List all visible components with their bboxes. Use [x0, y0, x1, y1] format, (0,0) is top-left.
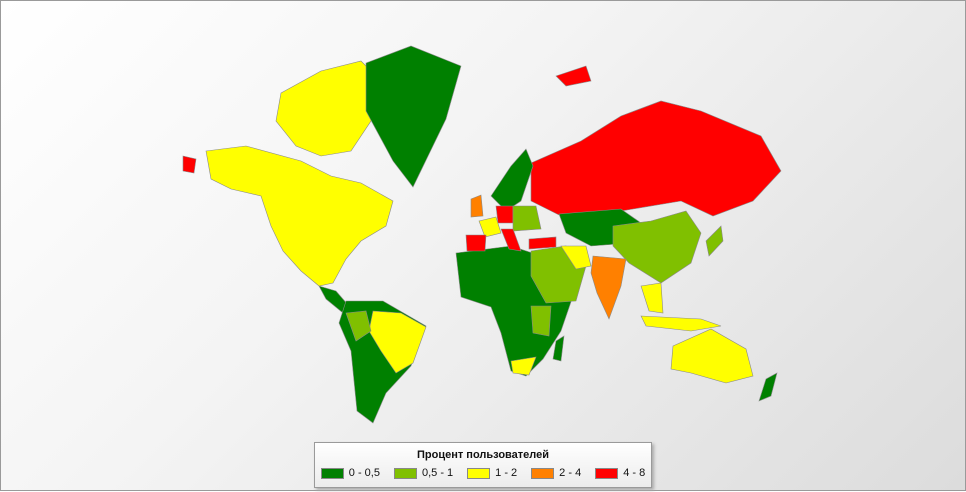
region-france[interactable]: [478, 216, 502, 238]
legend-label: 2 - 4: [559, 467, 582, 479]
region-italy[interactable]: [500, 228, 522, 252]
region-spain[interactable]: [465, 234, 487, 252]
legend-swatch: [320, 467, 344, 479]
region-germany[interactable]: [495, 205, 514, 224]
region-canada-archipelago[interactable]: [275, 60, 382, 157]
legend-swatch: [467, 467, 491, 479]
legend-label: 4 - 8: [623, 467, 646, 479]
region-se-asia[interactable]: [640, 282, 664, 314]
legend-item: 1 - 2: [467, 467, 517, 479]
region-colombia-peru[interactable]: [345, 310, 372, 342]
legend-label: 1 - 2: [495, 467, 518, 479]
legend-swatch: [595, 467, 619, 479]
legend-item: 2 - 4: [531, 467, 581, 479]
region-turkey[interactable]: [528, 236, 557, 250]
region-new-zealand[interactable]: [758, 372, 778, 402]
region-brazil[interactable]: [368, 310, 427, 374]
region-south-africa[interactable]: [510, 356, 537, 376]
region-india[interactable]: [590, 255, 627, 320]
region-australia[interactable]: [670, 328, 754, 384]
region-china[interactable]: [612, 210, 702, 284]
region-indonesia[interactable]: [640, 315, 722, 332]
legend-title: Процент пользователей: [416, 449, 550, 461]
region-kamchatka-islands[interactable]: [555, 65, 592, 87]
region-madagascar[interactable]: [552, 335, 565, 362]
region-scandinavia[interactable]: [490, 148, 534, 212]
region-north-america[interactable]: [205, 145, 394, 287]
legend-item: 0,5 - 1: [393, 467, 454, 479]
region-iran[interactable]: [560, 245, 592, 270]
region-japan[interactable]: [705, 225, 724, 257]
legend-label: 0,5 - 1: [421, 467, 454, 479]
region-greenland[interactable]: [365, 45, 462, 188]
region-east-africa[interactable]: [530, 305, 552, 337]
legend-swatch: [393, 467, 417, 479]
region-eastern-europe[interactable]: [512, 205, 542, 232]
legend-item: 4 - 8: [595, 467, 645, 479]
region-russia[interactable]: [530, 100, 782, 217]
legend-swatch: [531, 467, 555, 479]
legend: Процент пользователей 0 - 0,5 0,5 - 1 1 …: [314, 442, 652, 488]
legend-item: 0 - 0,5: [320, 467, 380, 479]
region-alaska-tip[interactable]: [182, 155, 197, 174]
legend-label: 0 - 0,5: [348, 467, 380, 479]
region-uk[interactable]: [470, 194, 484, 218]
